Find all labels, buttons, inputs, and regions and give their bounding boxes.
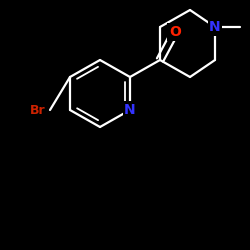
Text: Br: Br	[30, 104, 46, 117]
Text: N: N	[124, 103, 136, 117]
Text: O: O	[169, 25, 181, 39]
Text: N: N	[209, 20, 221, 34]
